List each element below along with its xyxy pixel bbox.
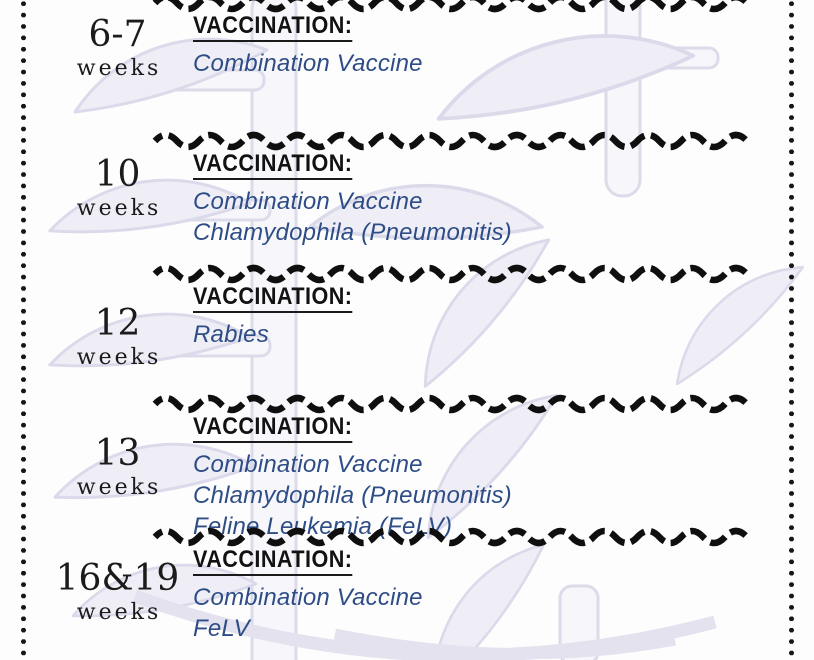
vaccine-list: VACCINATION: Combination Vaccine (193, 12, 747, 79)
schedule-row-10-weeks: 10 weeks VACCINATION: Combination Vaccin… (55, 131, 750, 248)
schedule-row-13-weeks: 13 weeks VACCINATION: Combination Vaccin… (55, 394, 750, 542)
vaccination-heading: VACCINATION: (193, 547, 747, 577)
vaccine-name: Combination Vaccine (193, 188, 423, 216)
vaccine-list: VACCINATION: Combination Vaccine FeLV (193, 546, 747, 644)
age-unit: weeks (76, 55, 162, 81)
age-label: 12 weeks (55, 305, 180, 370)
age-label: 13 weeks (55, 435, 180, 500)
wavy-divider-icon (152, 264, 750, 284)
vaccine-name: Combination Vaccine (193, 584, 423, 612)
wavy-divider-icon (152, 394, 750, 414)
wavy-divider-icon (152, 131, 750, 151)
wavy-divider-icon (152, 0, 750, 13)
age-unit: weeks (76, 195, 162, 221)
vaccine-name: FeLV (193, 615, 250, 643)
vaccine-list: VACCINATION: Combination Vaccine Chlamyd… (193, 150, 747, 248)
age-number: 13 (94, 433, 141, 474)
wavy-divider-icon (152, 527, 750, 547)
vaccination-heading: VACCINATION: (193, 13, 747, 43)
age-label: 6-7 weeks (55, 16, 180, 81)
dotted-border-left-icon (21, 0, 26, 660)
vaccine-list: VACCINATION: Rabies (193, 283, 747, 350)
age-unit: weeks (76, 344, 162, 370)
vaccine-name: Combination Vaccine (193, 451, 423, 479)
dotted-border-right-icon (789, 0, 794, 660)
vaccine-list: VACCINATION: Combination Vaccine Chlamyd… (193, 413, 747, 542)
age-label: 16&19 weeks (55, 560, 180, 625)
age-number: 16&19 (55, 558, 180, 599)
vaccine-name: Rabies (193, 321, 269, 349)
age-number: 10 (94, 154, 141, 195)
vaccine-name: Combination Vaccine (193, 50, 423, 78)
age-number: 6-7 (88, 14, 147, 55)
schedule-row-16-19-weeks: 16&19 weeks VACCINATION: Combination Vac… (55, 527, 750, 644)
schedule-row-6-7-weeks: 6-7 weeks VACCINATION: Combination Vacci… (55, 0, 750, 81)
age-label: 10 weeks (55, 156, 180, 221)
schedule-row-12-weeks: 12 weeks VACCINATION: Rabies (55, 264, 750, 370)
vaccination-heading: VACCINATION: (193, 284, 747, 314)
vaccine-name: Chlamydophila (Pneumonitis) (193, 219, 512, 247)
vaccination-heading: VACCINATION: (193, 151, 747, 181)
age-number: 12 (94, 303, 141, 344)
age-unit: weeks (76, 474, 162, 500)
age-unit: weeks (76, 599, 162, 625)
vaccination-heading: VACCINATION: (193, 414, 747, 444)
vaccine-name: Chlamydophila (Pneumonitis) (193, 482, 512, 510)
